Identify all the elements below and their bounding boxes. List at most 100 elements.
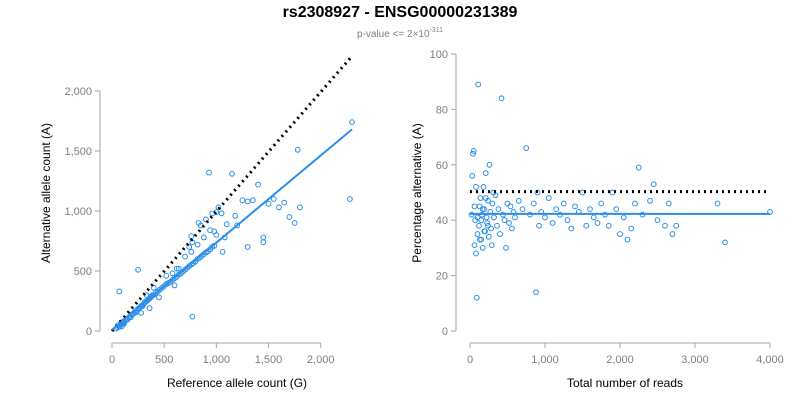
- data-point: [482, 170, 489, 177]
- data-point: [470, 148, 477, 154]
- data-point: [605, 222, 612, 229]
- data-point: [276, 204, 282, 211]
- data-point: [270, 196, 277, 202]
- data-point: [545, 195, 552, 201]
- data-point: [530, 200, 537, 207]
- data-point: [169, 270, 176, 277]
- data-point: [647, 197, 653, 204]
- fit-line: [111, 128, 353, 331]
- data-point: [498, 95, 505, 102]
- data-point: [138, 310, 145, 316]
- data-point: [485, 222, 491, 229]
- y-tick-label: 500: [74, 266, 92, 278]
- data-point: [215, 204, 222, 211]
- data-point: [218, 210, 225, 217]
- data-point: [477, 195, 484, 201]
- data-point: [476, 236, 483, 243]
- data-point: [476, 222, 482, 229]
- data-point: [265, 200, 272, 207]
- x-tick-label: 0: [467, 354, 473, 366]
- data-point: [189, 313, 196, 320]
- y-tick-label: 40: [436, 215, 448, 227]
- y-tick-label: 2,000: [64, 86, 92, 98]
- data-point: [549, 220, 556, 226]
- data-point: [249, 197, 256, 204]
- data-point: [473, 250, 479, 257]
- data-point: [470, 150, 476, 157]
- data-point: [294, 146, 301, 153]
- y-tick-label: 0: [86, 326, 92, 338]
- x-axis-label: Total number of reads: [567, 376, 683, 390]
- x-axis-label: Reference allele count (G): [167, 376, 307, 390]
- data-point: [506, 220, 512, 226]
- data-point: [486, 161, 493, 168]
- data-point: [594, 220, 601, 226]
- data-point: [188, 248, 195, 255]
- x-tick-label: 0: [109, 354, 115, 366]
- data-point: [475, 81, 482, 88]
- data-point: [200, 234, 207, 241]
- y-tick-label: 1,500: [64, 146, 92, 158]
- data-point: [587, 206, 593, 213]
- x-tick-label: 3,000: [681, 354, 709, 366]
- reference-dotted-line: [110, 55, 354, 332]
- data-point: [553, 206, 560, 213]
- data-point: [650, 181, 657, 188]
- data-point: [206, 169, 212, 176]
- data-point: [281, 199, 288, 206]
- data-point: [229, 170, 235, 177]
- data-point: [232, 212, 239, 219]
- y-tick-label: 0: [442, 326, 448, 338]
- y-axis-label: Percentage alternative (A): [410, 123, 424, 262]
- data-point: [260, 234, 267, 241]
- data-point: [173, 265, 180, 272]
- data-point: [665, 200, 672, 207]
- data-point: [507, 203, 514, 210]
- data-point: [349, 119, 355, 126]
- data-point: [260, 239, 267, 246]
- data-point: [583, 222, 590, 229]
- data-point: [504, 200, 511, 207]
- y-tick-label: 20: [436, 271, 448, 283]
- data-point: [482, 195, 489, 201]
- data-point: [175, 265, 182, 272]
- data-point: [624, 236, 631, 243]
- data-point: [244, 244, 251, 250]
- data-point: [478, 217, 485, 224]
- subtitle-prefix: p-value <= 2×10: [356, 29, 430, 40]
- x-tick-label: 1,000: [203, 354, 231, 366]
- data-point: [234, 222, 241, 229]
- data-point: [568, 225, 575, 232]
- data-point: [481, 228, 488, 235]
- data-point: [533, 289, 539, 296]
- data-point: [590, 214, 597, 221]
- data-point: [515, 197, 522, 204]
- data-point: [476, 203, 483, 210]
- data-point: [484, 220, 491, 226]
- data-point: [483, 214, 490, 221]
- right-scatter-panel: 0 20 40 60 80 100 0 1,000 2,000 3,000 4,000 Total n…: [410, 49, 784, 390]
- data-point: [188, 233, 195, 240]
- data-point: [286, 214, 293, 220]
- data-point: [211, 228, 218, 235]
- data-point: [722, 239, 728, 246]
- data-point: [632, 200, 638, 207]
- data-point: [485, 233, 492, 240]
- data-point: [495, 206, 502, 213]
- data-point: [473, 294, 480, 301]
- y-tick-label: 1,000: [64, 206, 92, 218]
- data-point: [620, 214, 627, 221]
- data-point: [509, 225, 515, 232]
- y-axis-label: Alternative allele count (A): [39, 123, 53, 263]
- data-point: [480, 184, 487, 190]
- data-point: [163, 272, 170, 279]
- chart-title: rs2308927 - ENSG00000231389: [282, 4, 518, 21]
- data-point: [146, 305, 153, 312]
- data-point: [542, 214, 548, 221]
- data-point: [572, 203, 578, 210]
- data-point: [223, 221, 230, 228]
- data-point: [135, 266, 141, 273]
